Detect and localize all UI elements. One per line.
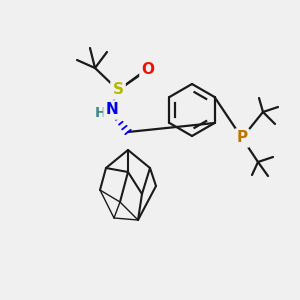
Text: S: S — [112, 82, 124, 98]
Text: N: N — [106, 103, 118, 118]
Text: H: H — [95, 106, 107, 120]
Text: O: O — [142, 62, 154, 77]
Text: P: P — [236, 130, 247, 146]
